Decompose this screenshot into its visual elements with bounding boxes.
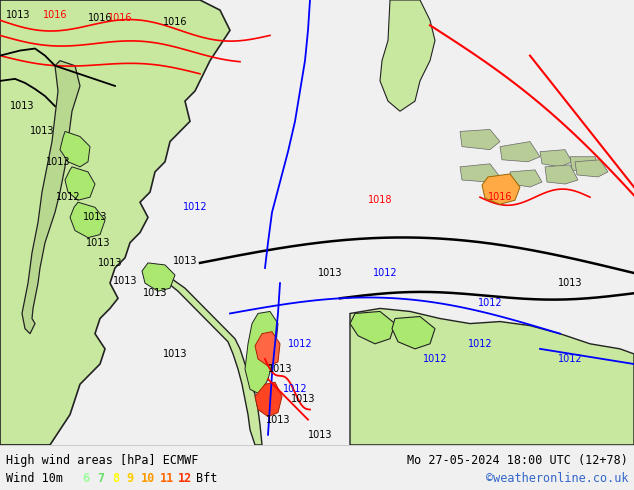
Text: 9: 9 (126, 472, 133, 485)
Polygon shape (482, 174, 520, 204)
Polygon shape (0, 0, 230, 445)
Polygon shape (255, 332, 280, 366)
Polygon shape (150, 268, 262, 445)
Polygon shape (350, 312, 395, 344)
Text: 1012: 1012 (423, 354, 448, 364)
Text: 1016: 1016 (42, 10, 67, 20)
Text: 11: 11 (160, 472, 174, 485)
Polygon shape (22, 61, 80, 334)
Text: 1013: 1013 (266, 415, 290, 425)
Text: 1013: 1013 (307, 430, 332, 440)
Text: 1013: 1013 (163, 349, 187, 359)
Text: 10: 10 (141, 472, 155, 485)
Text: 8: 8 (112, 472, 119, 485)
Polygon shape (60, 131, 90, 167)
Text: 6: 6 (82, 472, 89, 485)
Text: 1013: 1013 (30, 126, 55, 136)
Polygon shape (70, 202, 105, 238)
Text: 1012: 1012 (558, 354, 582, 364)
Text: 1012: 1012 (468, 339, 493, 349)
Text: 1013: 1013 (113, 276, 137, 286)
Polygon shape (540, 149, 572, 167)
Text: 1013: 1013 (291, 394, 315, 404)
Text: 1013: 1013 (558, 278, 582, 288)
Polygon shape (570, 157, 600, 174)
Text: 1013: 1013 (46, 157, 70, 167)
Text: 1012: 1012 (183, 202, 207, 212)
Text: 1012: 1012 (283, 384, 307, 394)
Text: 1012: 1012 (56, 192, 81, 202)
Polygon shape (142, 263, 175, 291)
Text: 1013: 1013 (10, 101, 34, 111)
Polygon shape (350, 308, 634, 445)
Polygon shape (500, 142, 540, 162)
Text: 1013: 1013 (172, 256, 197, 266)
Polygon shape (380, 0, 435, 111)
Text: 1018: 1018 (368, 195, 392, 205)
Text: 1013: 1013 (86, 238, 110, 247)
Text: ©weatheronline.co.uk: ©weatheronline.co.uk (486, 472, 628, 485)
Text: Wind 10m: Wind 10m (6, 472, 63, 485)
Text: 1013: 1013 (268, 364, 292, 374)
Text: 1013: 1013 (318, 268, 342, 278)
Polygon shape (392, 317, 435, 349)
Text: High wind areas [hPa] ECMWF: High wind areas [hPa] ECMWF (6, 454, 198, 467)
Text: 1013: 1013 (6, 10, 30, 20)
Text: 1013: 1013 (83, 212, 107, 222)
Text: 1013: 1013 (143, 288, 167, 298)
Text: 1016: 1016 (87, 13, 112, 23)
Text: 1012: 1012 (477, 298, 502, 308)
Text: 12: 12 (178, 472, 192, 485)
Polygon shape (65, 167, 95, 200)
Polygon shape (575, 160, 608, 177)
Text: Bft: Bft (196, 472, 217, 485)
Polygon shape (460, 129, 500, 149)
Text: 1016: 1016 (488, 192, 512, 202)
Polygon shape (255, 382, 282, 416)
Text: 1012: 1012 (288, 339, 313, 349)
Polygon shape (245, 312, 278, 394)
Text: Mo 27-05-2024 18:00 UTC (12+78): Mo 27-05-2024 18:00 UTC (12+78) (407, 454, 628, 467)
Polygon shape (510, 170, 542, 187)
Text: 1016: 1016 (108, 13, 133, 23)
Text: 1012: 1012 (373, 268, 398, 278)
Text: 1013: 1013 (98, 258, 122, 268)
Polygon shape (545, 165, 578, 184)
Text: 1016: 1016 (163, 17, 187, 27)
Polygon shape (460, 164, 500, 182)
Text: 7: 7 (97, 472, 104, 485)
